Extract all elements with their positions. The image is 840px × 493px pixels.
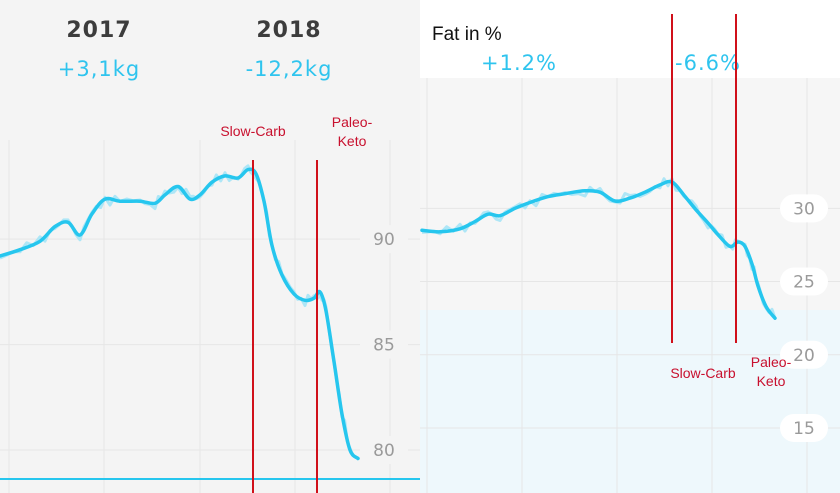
y-tick-label: 25: [793, 273, 815, 293]
y-tick-pill: [780, 194, 828, 223]
y-tick-pill: [780, 413, 828, 442]
weight-annotation-paleo-keto: Paleo-Keto: [332, 114, 373, 149]
fat-delta-2017: +1.2%: [481, 51, 557, 75]
fat-chart-title: Fat in %: [432, 24, 502, 45]
fat-phase-markers: [671, 14, 737, 343]
year-label-2017: 2017: [66, 18, 131, 43]
weight-series-group: [0, 164, 360, 461]
weight-annotation-slow-carb: Slow-Carb: [220, 123, 286, 139]
weight-gridlines: [0, 140, 420, 493]
fat-annotation-slow-carb: Slow-Carb: [670, 365, 736, 381]
y-tick-label: 30: [793, 199, 815, 219]
weight-y-ticks: 90 85 80: [360, 225, 408, 465]
fat-lower-band: [420, 310, 840, 493]
weight-panel-background: [0, 0, 420, 493]
trend-line: [0, 167, 360, 461]
y-tick-label: 85: [373, 336, 395, 356]
fat-delta-2018: -6.6%: [675, 51, 741, 75]
y-tick-pill: [780, 340, 828, 369]
y-tick-label: 90: [373, 230, 395, 250]
weight-delta-2018: -12,2kg: [246, 57, 333, 81]
fat-series-group: [420, 177, 777, 320]
fat-annotation-paleo-keto: Paleo-Keto: [751, 354, 792, 389]
y-tick-label: 15: [793, 419, 815, 439]
y-tick-label: 20: [793, 346, 815, 366]
year-label-2018: 2018: [256, 18, 321, 43]
y-tick-pill: [360, 225, 408, 254]
y-tick-label: 80: [373, 441, 395, 461]
weight-phase-markers: [252, 160, 318, 493]
trend-line: [420, 179, 777, 320]
y-tick-pill: [360, 330, 408, 359]
y-tick-pill: [360, 436, 408, 465]
y-tick-pill: [780, 267, 828, 296]
weight-panel: 2017 2018 +3,1kg -12,2kg 90 85 80 Slow-Car…: [0, 0, 420, 493]
weight-delta-2017: +3,1kg: [58, 57, 140, 81]
fat-y-ticks: 30 25 20 15: [780, 194, 828, 442]
